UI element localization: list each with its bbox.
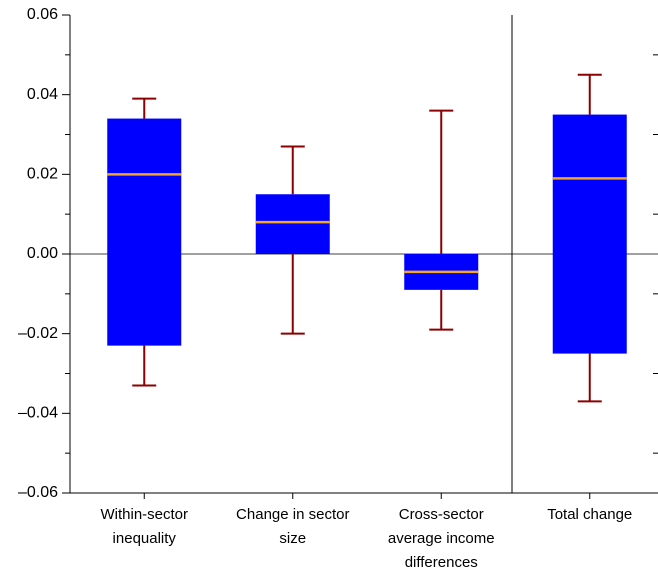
y-tick-label: 0.04 [27,86,58,103]
y-tick-label: 0.02 [27,166,58,183]
x-tick-label: Total change [547,506,633,523]
box [255,194,330,254]
box [107,118,182,346]
y-tick-label: –0.04 [18,405,58,422]
y-tick-label: 0.06 [27,6,58,23]
box [552,114,627,354]
y-tick-label: 0.00 [27,245,58,262]
y-tick-label: –0.06 [18,484,58,501]
y-tick-label: –0.02 [18,325,58,342]
x-tick-label: Cross-sector average income differences [387,506,495,571]
x-tick-label: Within-sector inequality [100,506,189,547]
x-tick-label: Change in sector size [236,506,350,547]
